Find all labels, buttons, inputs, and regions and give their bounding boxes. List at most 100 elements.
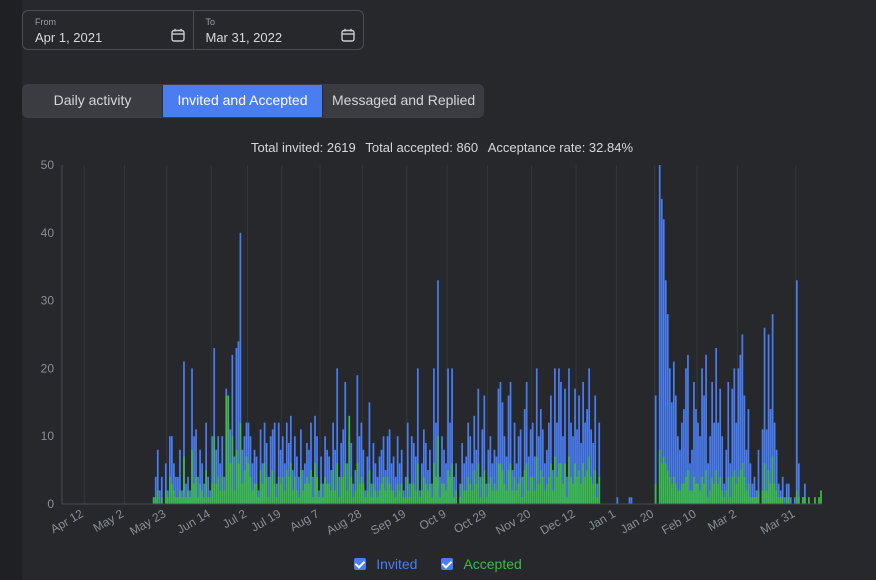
accepted-bar [580,483,582,504]
x-tick-label: Nov 20 [493,506,533,537]
accepted-bar [316,476,318,504]
invited-bar [489,436,492,504]
invited-bar [211,436,214,504]
invited-bar [707,463,709,504]
legend-item-invited[interactable]: Invited [354,556,417,572]
invited-bar [479,476,482,504]
accepted-bar [308,483,310,504]
legend-item-accepted[interactable]: Accepted [441,556,522,572]
invited-bar [390,463,393,504]
accepted-bar [267,497,270,504]
accepted-bar [674,483,677,504]
checkbox-checked-icon[interactable] [354,558,367,570]
tab-invited-and-accepted[interactable]: Invited and Accepted [163,85,323,117]
tab-daily-activity[interactable]: Daily activity [23,85,163,117]
x-tick-label: Mar 31 [758,506,798,537]
invited-bar [525,381,528,504]
invited-bar [763,327,766,504]
accepted-bar [330,490,332,504]
invited-bar [445,463,447,504]
invited-bar [693,381,695,504]
accepted-bar [465,490,468,504]
invited-bar [491,463,494,504]
accepted-bar [291,490,294,504]
invited-bar [191,368,193,504]
invited-bar [580,442,582,504]
invited-bar [217,436,220,504]
accepted-bar [390,490,393,504]
accepted-bar [737,476,740,504]
invited-bar [235,348,238,504]
accepted-bar [394,497,397,504]
total-accepted-text: Total accepted: 860 [365,140,479,155]
invited-bar [697,422,699,504]
accepted-bar [445,490,447,504]
accepted-bar [265,476,268,504]
accepted-bar [527,490,530,504]
accepted-bar [501,470,504,504]
invited-bar [741,334,744,504]
accepted-bar [499,463,502,504]
accepted-bar [237,463,240,504]
accepted-bar [205,470,207,504]
invited-bar [275,483,278,504]
accepted-bar [366,490,369,504]
accepted-bar [685,476,687,504]
checkbox-checked-icon[interactable] [441,558,454,570]
accepted-bar [808,497,810,504]
view-tabs: Daily activity Invited and Accepted Mess… [22,84,484,118]
accepted-bar [801,497,804,504]
invited-bar [578,395,580,504]
accepted-bar [175,497,177,504]
accepted-bar [818,497,820,504]
accepted-bar [425,483,427,504]
invited-bar [683,409,685,504]
invited-bar [362,449,365,504]
tab-messaged-and-replied[interactable]: Messaged and Replied [332,92,476,108]
accepted-bar [251,490,254,504]
accepted-bar [392,490,395,504]
accepted-bar [356,463,359,504]
invited-bar [574,388,576,504]
calendar-icon[interactable] [170,28,185,42]
accepted-bar [360,476,363,504]
invited-bar [237,341,240,504]
invited-bar [725,449,728,504]
invited-bar [406,422,409,504]
invited-bar [425,442,427,504]
accepted-bar [473,470,476,504]
invited-bar [775,449,778,504]
accepted-bar [479,497,482,504]
invited-bar [550,395,552,504]
accepted-bar [539,470,542,504]
accepted-bar [213,436,216,504]
invited-bar [423,429,425,504]
invited-bar [320,456,322,504]
accepted-bar [576,476,578,504]
invited-bar [733,368,736,504]
invited-bar [564,388,566,504]
invited-bar [598,422,601,504]
calendar-icon[interactable] [341,28,355,42]
accepted-bar [398,490,401,504]
accepted-bar [273,483,276,504]
accepted-bar [699,490,701,504]
invited-bar [382,436,385,504]
accepted-bar [787,497,790,504]
x-tick-label: Dec 12 [538,506,578,537]
x-tick-label: May 2 [91,506,127,535]
accepted-bar [314,463,316,504]
invited-bar [404,476,407,504]
invited-bar [560,381,562,504]
accepted-bar [310,470,312,504]
invited-bar [711,381,713,504]
date-to-field[interactable]: To Mar 31, 2022 [192,11,364,49]
date-from-field[interactable]: From Apr 1, 2021 [23,11,193,49]
accepted-bar [249,476,252,504]
invited-bar [285,422,288,504]
accepted-bar [443,483,445,504]
accepted-bar [229,463,232,504]
accepted-bar [225,395,228,504]
x-tick-label: May 23 [127,506,168,538]
invited-bar [370,483,373,504]
